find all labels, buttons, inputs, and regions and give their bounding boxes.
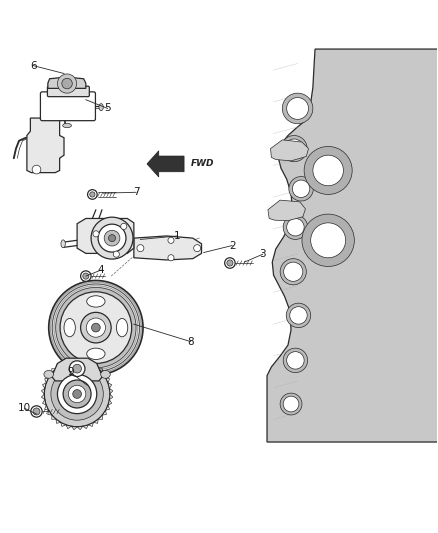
- Circle shape: [290, 306, 307, 324]
- Circle shape: [31, 406, 42, 417]
- Circle shape: [287, 98, 308, 119]
- Circle shape: [92, 323, 100, 332]
- Circle shape: [283, 396, 299, 412]
- Circle shape: [104, 230, 120, 246]
- Circle shape: [33, 408, 40, 415]
- Circle shape: [137, 245, 144, 252]
- FancyBboxPatch shape: [40, 92, 95, 120]
- Ellipse shape: [101, 370, 110, 378]
- Circle shape: [93, 231, 99, 237]
- Text: 10: 10: [18, 403, 31, 414]
- Polygon shape: [267, 49, 438, 442]
- Circle shape: [284, 262, 303, 281]
- Circle shape: [83, 273, 89, 279]
- Circle shape: [283, 348, 307, 373]
- Circle shape: [109, 235, 116, 241]
- Text: 9: 9: [67, 367, 74, 377]
- Circle shape: [113, 251, 120, 257]
- Circle shape: [32, 165, 41, 174]
- Circle shape: [44, 361, 110, 427]
- Ellipse shape: [87, 296, 105, 307]
- Circle shape: [194, 245, 201, 252]
- Circle shape: [313, 155, 343, 185]
- Circle shape: [91, 217, 133, 259]
- Circle shape: [51, 368, 103, 420]
- Circle shape: [280, 259, 306, 285]
- Circle shape: [60, 292, 132, 364]
- FancyBboxPatch shape: [47, 86, 89, 96]
- Circle shape: [287, 352, 304, 369]
- Ellipse shape: [64, 318, 75, 337]
- Polygon shape: [147, 151, 184, 177]
- Circle shape: [283, 215, 307, 239]
- Ellipse shape: [117, 318, 128, 337]
- Circle shape: [281, 135, 307, 161]
- Ellipse shape: [44, 370, 53, 378]
- Circle shape: [280, 393, 302, 415]
- Text: 8: 8: [187, 337, 194, 346]
- Circle shape: [52, 284, 140, 372]
- Polygon shape: [271, 140, 308, 161]
- Circle shape: [57, 374, 97, 414]
- Circle shape: [86, 318, 106, 337]
- Circle shape: [286, 303, 311, 328]
- Polygon shape: [48, 77, 86, 88]
- Ellipse shape: [99, 103, 103, 111]
- Text: 7: 7: [133, 187, 139, 197]
- Circle shape: [225, 258, 235, 268]
- Polygon shape: [52, 358, 102, 381]
- Circle shape: [81, 312, 111, 343]
- Text: 2: 2: [229, 240, 235, 251]
- Circle shape: [283, 93, 313, 124]
- Polygon shape: [268, 200, 305, 221]
- Circle shape: [292, 180, 310, 198]
- Circle shape: [168, 255, 174, 261]
- Circle shape: [304, 147, 352, 195]
- Circle shape: [69, 361, 85, 376]
- Text: FWD: FWD: [191, 159, 214, 168]
- Circle shape: [227, 260, 233, 266]
- Circle shape: [68, 385, 86, 403]
- Text: 6: 6: [30, 61, 37, 71]
- Circle shape: [63, 380, 91, 408]
- Ellipse shape: [87, 348, 105, 359]
- Circle shape: [88, 190, 97, 199]
- Circle shape: [287, 219, 304, 236]
- Circle shape: [49, 280, 143, 375]
- Text: 1: 1: [174, 231, 181, 241]
- Circle shape: [98, 224, 126, 252]
- Circle shape: [302, 214, 354, 266]
- Circle shape: [121, 223, 127, 229]
- Circle shape: [73, 364, 81, 373]
- Circle shape: [285, 139, 304, 158]
- Circle shape: [81, 271, 91, 281]
- Polygon shape: [77, 219, 134, 253]
- Ellipse shape: [61, 240, 65, 248]
- Text: 5: 5: [104, 103, 111, 114]
- Circle shape: [57, 74, 77, 93]
- Circle shape: [311, 223, 346, 258]
- Circle shape: [168, 237, 174, 244]
- Text: 3: 3: [259, 249, 266, 259]
- Circle shape: [56, 287, 136, 368]
- Polygon shape: [134, 236, 201, 260]
- Ellipse shape: [63, 123, 71, 128]
- Polygon shape: [27, 118, 64, 173]
- Circle shape: [90, 192, 95, 197]
- Text: 4: 4: [98, 265, 104, 275]
- Circle shape: [289, 176, 313, 201]
- Circle shape: [62, 78, 72, 89]
- Circle shape: [73, 390, 81, 398]
